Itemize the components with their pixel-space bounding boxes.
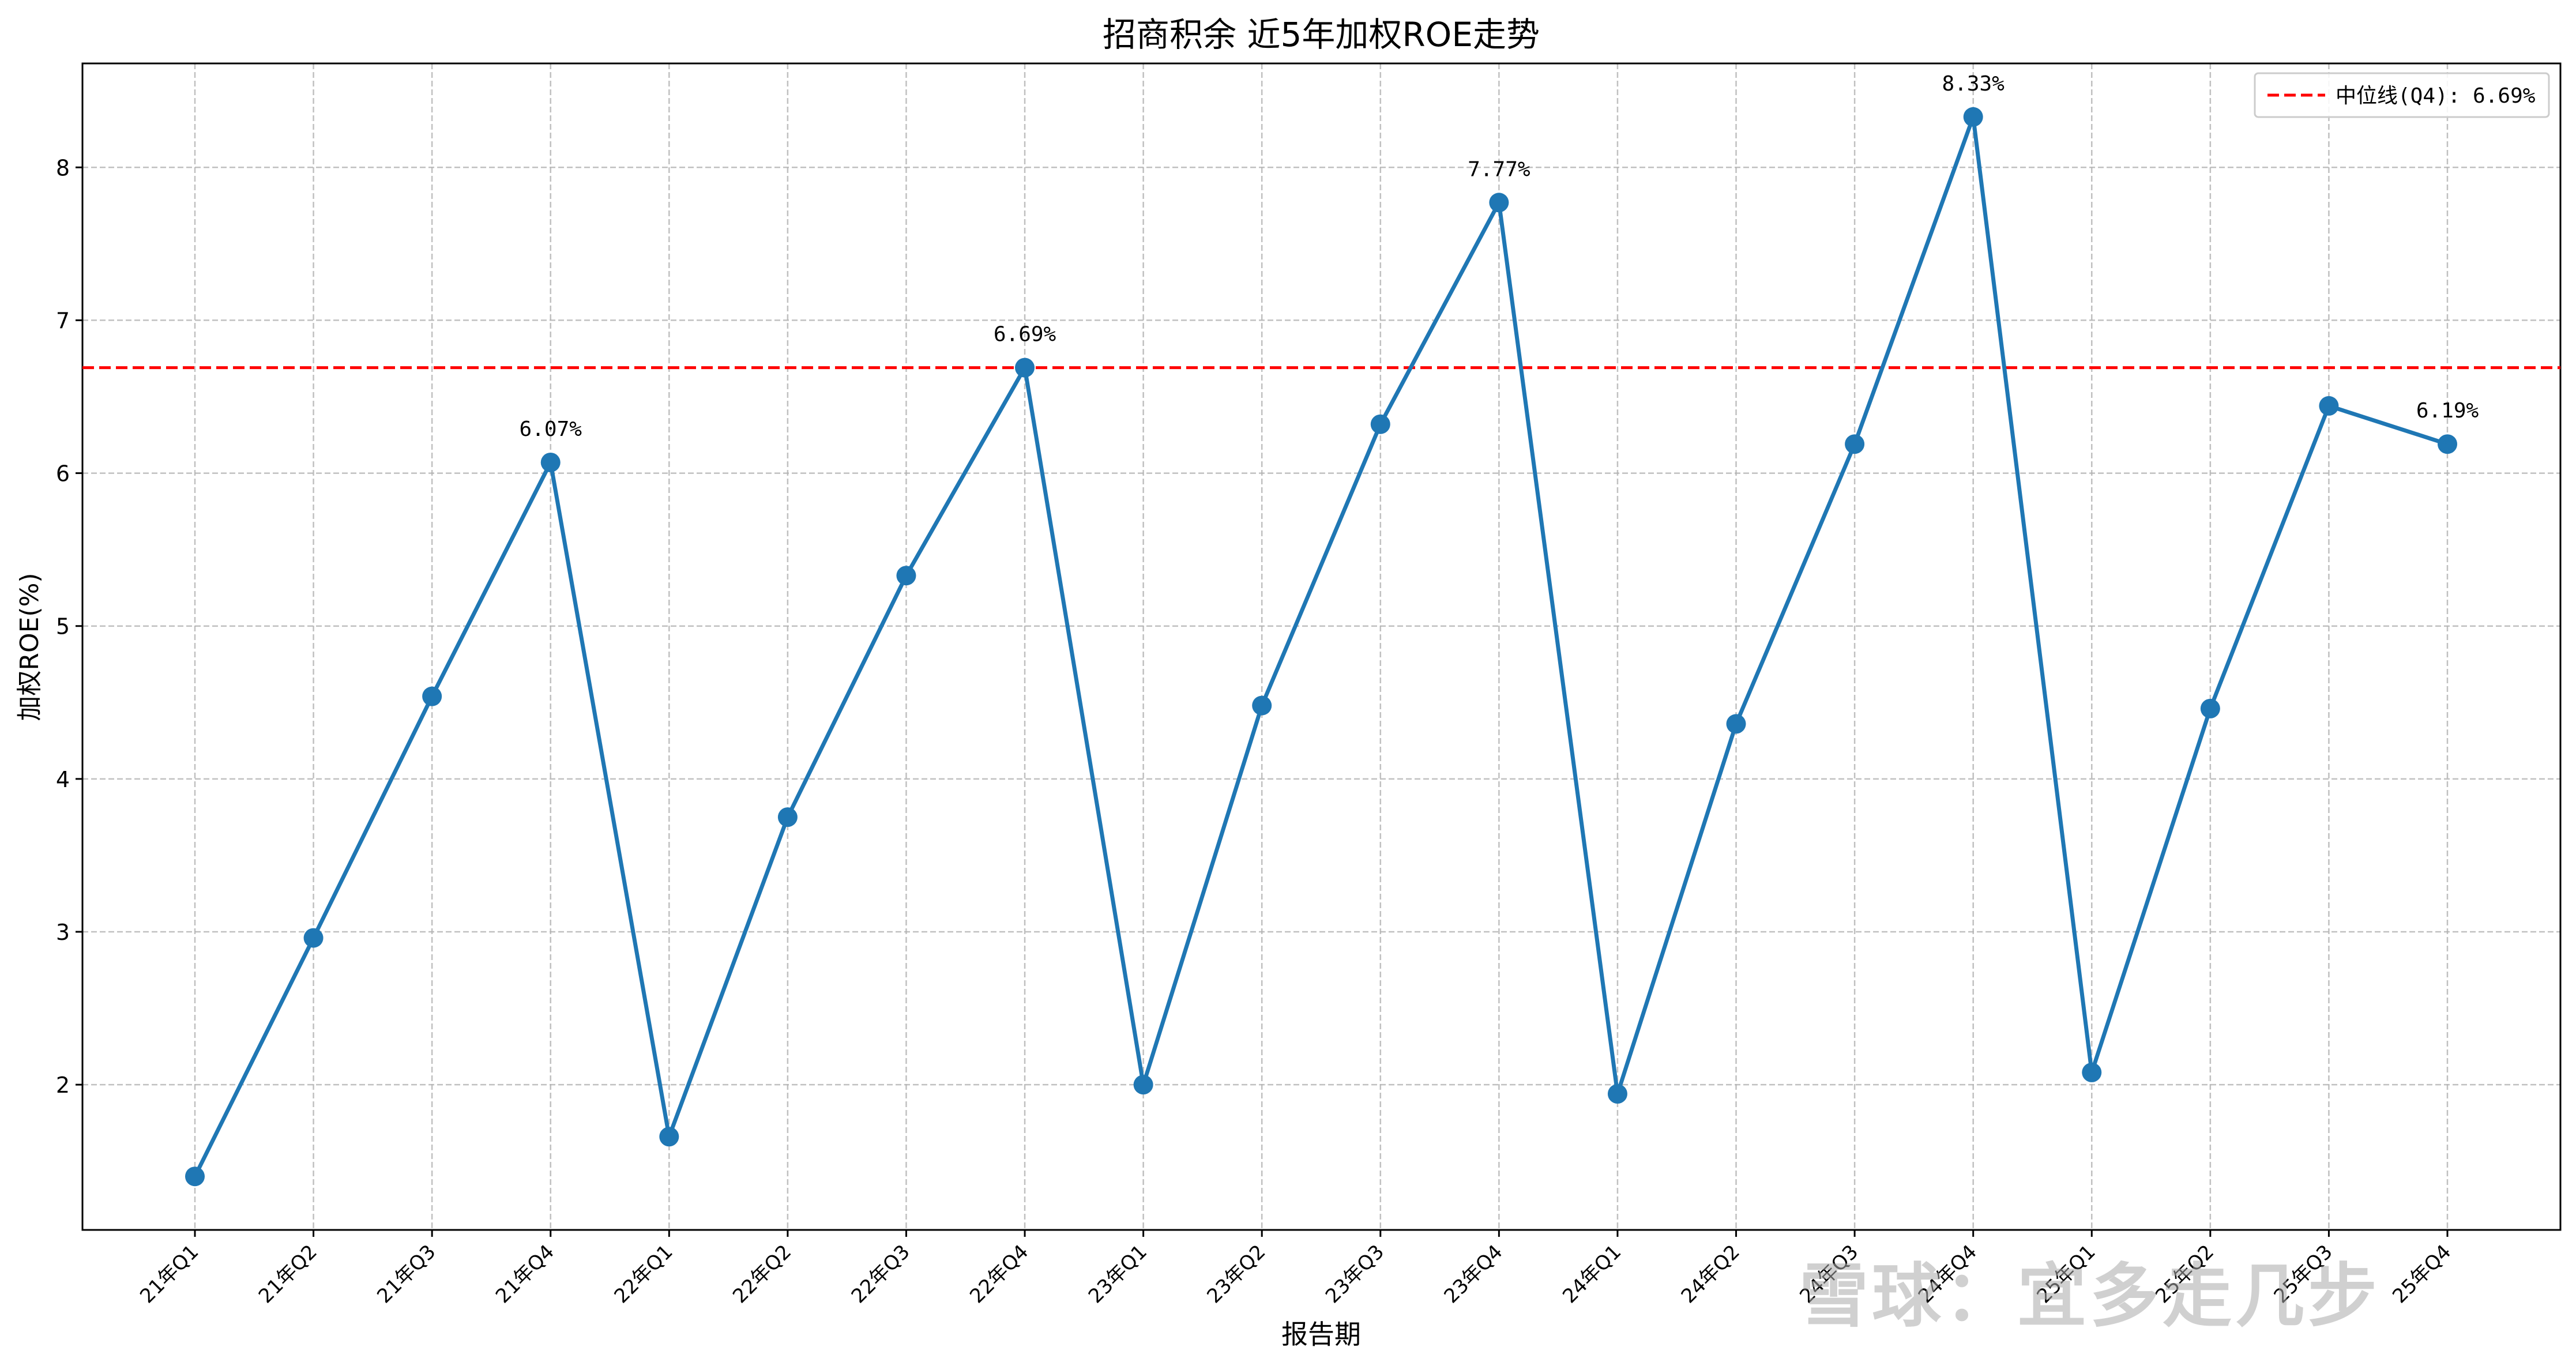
data-label: 8.33%: [1942, 72, 2005, 96]
data-point: [185, 1166, 205, 1187]
x-axis-label: 报告期: [1281, 1319, 1361, 1350]
roe-series: [185, 107, 2457, 1187]
data-point: [1726, 714, 1746, 734]
data-point: [1370, 414, 1390, 434]
y-tick-label: 5: [56, 614, 70, 639]
chart-title: 招商积余 近5年加权ROE走势: [1103, 15, 1540, 54]
data-point: [1133, 1075, 1153, 1095]
data-point: [2082, 1062, 2102, 1082]
data-point: [2319, 396, 2339, 416]
data-label: 6.19%: [2416, 399, 2479, 423]
watermark-text: 雪球：宜多走几步: [1799, 1256, 2381, 1337]
data-label: 6.07%: [520, 417, 582, 441]
y-axis-ticks: 2 3 4 5 6 7 8: [56, 155, 82, 1098]
data-point: [2438, 434, 2457, 454]
y-tick-label: 7: [56, 308, 70, 333]
y-tick-label: 6: [56, 461, 70, 487]
legend: 中位线(Q4): 6.69%: [2254, 72, 2550, 118]
data-point: [1607, 1084, 1627, 1104]
data-labels: 6.07% 6.69% 7.77% 8.33% 6.19%: [520, 72, 2479, 441]
data-point: [1489, 193, 1509, 213]
data-point: [540, 453, 561, 473]
data-label: 7.77%: [1468, 157, 1530, 181]
data-point: [2200, 698, 2220, 718]
data-point: [777, 807, 798, 827]
data-label: 6.69%: [994, 323, 1056, 347]
data-point: [1963, 107, 1983, 127]
y-tick-label: 3: [56, 920, 70, 945]
series-line: [193, 115, 2449, 1177]
data-point: [659, 1127, 679, 1147]
plot-area: [81, 62, 2562, 1231]
data-point: [1845, 434, 1865, 454]
y-axis-label: 加权ROE(%): [15, 573, 44, 721]
data-point: [1252, 695, 1272, 716]
data-point: [1015, 358, 1035, 378]
y-tick-label: 4: [56, 767, 70, 792]
grid-lines: [82, 63, 2560, 1230]
y-tick-label: 8: [56, 155, 70, 180]
legend-label: 中位线(Q4): 6.69%: [2336, 84, 2536, 108]
y-tick-label: 2: [56, 1073, 70, 1098]
data-point: [896, 566, 916, 586]
data-point: [422, 686, 442, 706]
data-point: [303, 928, 324, 948]
